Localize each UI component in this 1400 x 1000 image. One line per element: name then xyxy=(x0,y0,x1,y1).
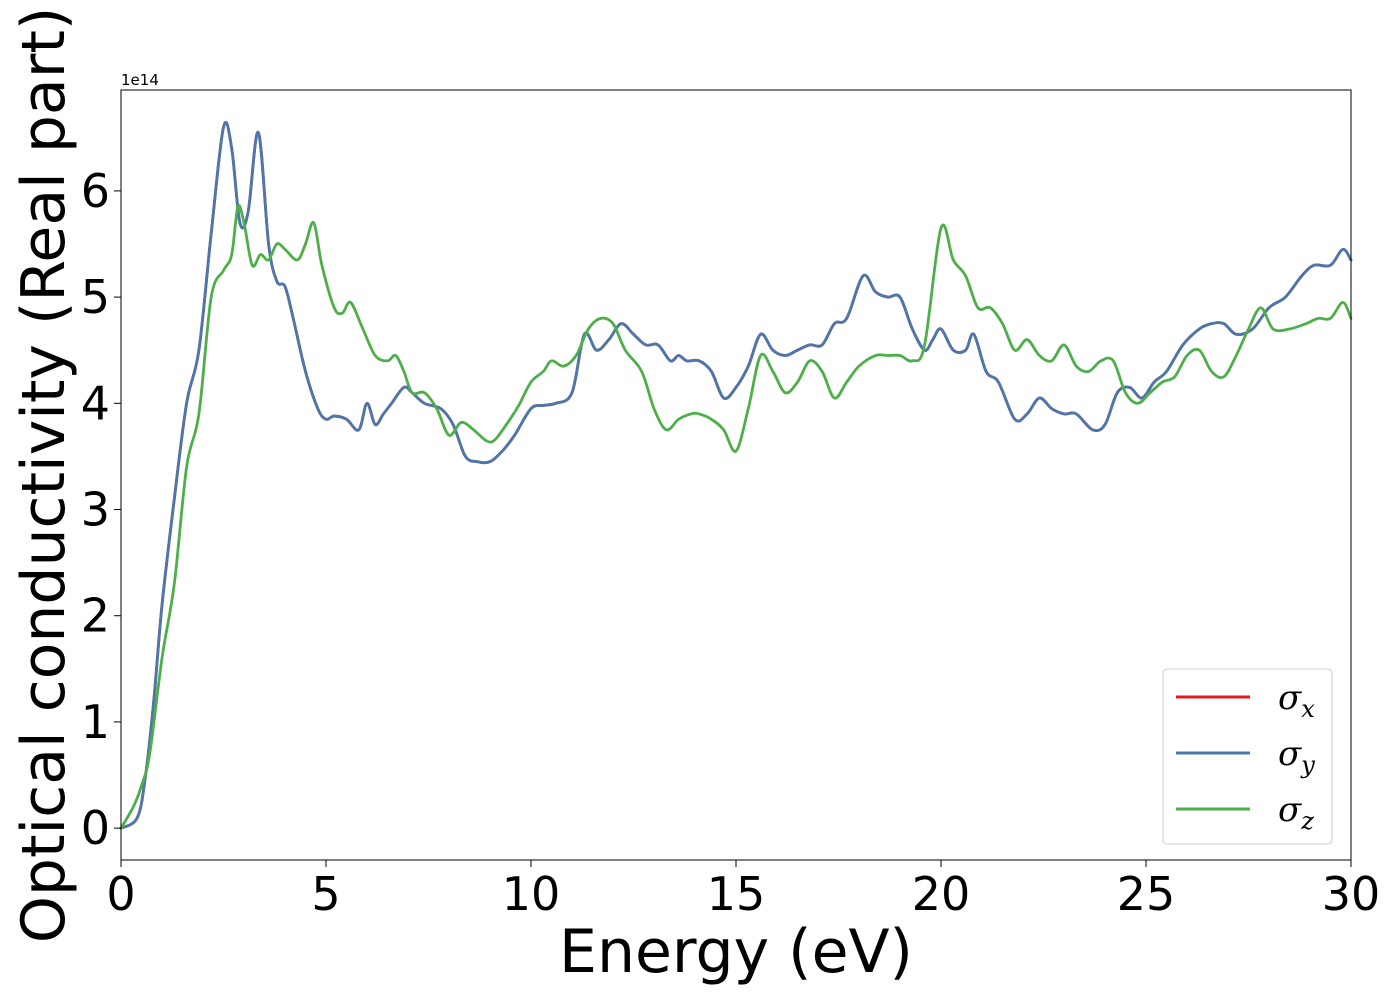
x-tick-label: 15 xyxy=(707,867,766,921)
x-tick-label: 5 xyxy=(311,867,340,921)
x-tick-label: 30 xyxy=(1322,867,1381,921)
y-offset-label: 1e14 xyxy=(121,71,159,89)
series-line-sigma-z xyxy=(119,204,1353,830)
x-axis-title: Energy (eV) xyxy=(559,917,913,987)
y-tick-label: 1 xyxy=(81,695,110,749)
series-layer xyxy=(119,120,1353,830)
legend-box xyxy=(1162,668,1333,845)
x-tick-label: 10 xyxy=(502,867,561,921)
y-tick-label: 0 xyxy=(81,801,110,855)
y-tick-label: 6 xyxy=(81,164,110,218)
y-tick-label: 2 xyxy=(81,589,110,643)
y-tick-label: 5 xyxy=(81,270,110,324)
x-tick-label: 0 xyxy=(106,867,135,921)
x-tick-label: 25 xyxy=(1117,867,1176,921)
axis-ticks: 0 5 10 15 20 25 30 0 1 2 3 4 5 6 xyxy=(81,164,1381,921)
series-line-sigma-y xyxy=(119,120,1353,830)
y-axis-title: Optical conductivity (Real part) xyxy=(9,7,79,944)
x-tick-label: 20 xyxy=(912,867,971,921)
y-tick-label: 3 xyxy=(81,483,110,537)
y-tick-label: 4 xyxy=(81,376,110,430)
